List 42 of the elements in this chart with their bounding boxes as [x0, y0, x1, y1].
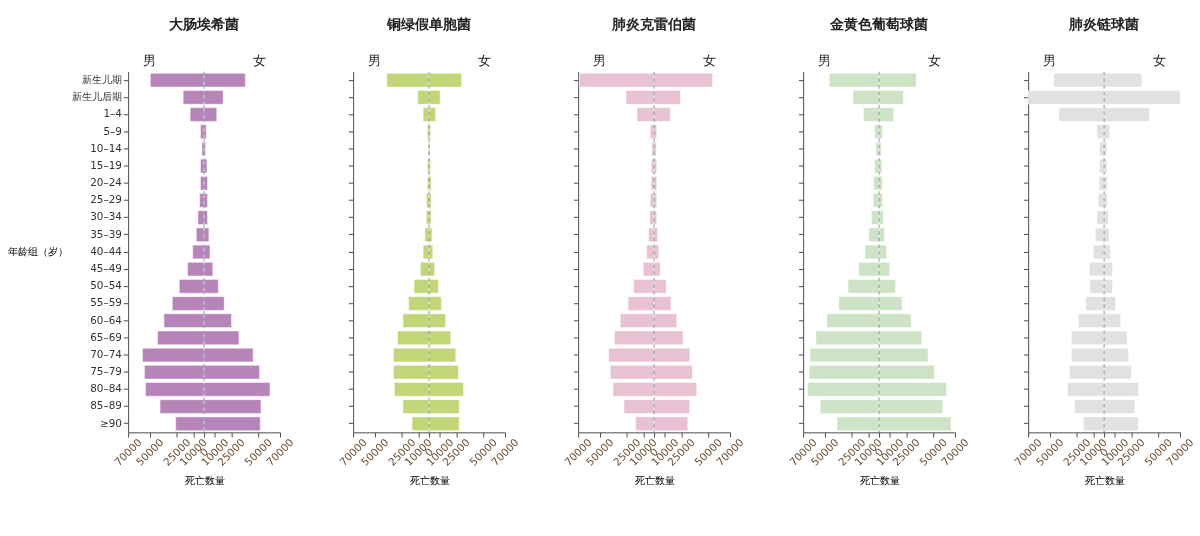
series-label: 女 — [477, 52, 491, 68]
series-label: 女 — [702, 52, 716, 68]
y-tick-label: 5–9 — [103, 124, 122, 137]
series-label: 女 — [927, 52, 941, 68]
y-tick-label: 15–19 — [90, 158, 122, 171]
y-tick-label: ≥90 — [99, 416, 122, 429]
x-axis-title: 死亡数量 — [409, 474, 450, 487]
y-tick-label: 75–79 — [90, 365, 122, 378]
y-tick-label: 70–74 — [90, 347, 123, 360]
y-tick-label: 40–44 — [90, 244, 123, 257]
y-tick-label: 55–59 — [90, 296, 122, 309]
chart-title: 肺炎克雷伯菌 — [611, 15, 697, 32]
y-tick-label: 60–64 — [90, 313, 123, 326]
x-axis-title: 死亡数量 — [1084, 474, 1125, 487]
y-tick-label: 65–69 — [90, 330, 122, 343]
series-label: 男 — [142, 52, 156, 68]
x-axis-title: 死亡数量 — [634, 474, 675, 487]
y-tick-label: 45–49 — [90, 262, 122, 274]
y-tick-label: 85–89 — [90, 399, 122, 412]
y-tick-label: 35–39 — [90, 227, 122, 240]
y-tick-label: 10–14 — [90, 141, 123, 154]
y-tick-label: 1–4 — [103, 107, 123, 120]
series-label: 女 — [1152, 52, 1166, 68]
chart-title: 肺炎链球菌 — [1068, 15, 1140, 32]
series-label: 男 — [367, 52, 381, 68]
chart-title: 大肠埃希菌 — [169, 15, 240, 32]
x-axis-title: 死亡数量 — [859, 474, 900, 487]
series-label: 男 — [1042, 52, 1056, 68]
y-axis-title: 年龄组（岁） — [7, 245, 68, 258]
series-label: 男 — [817, 52, 831, 68]
y-tick-label: 25–29 — [90, 193, 122, 206]
y-tick-label: 80–84 — [90, 382, 123, 395]
series-label: 女 — [252, 52, 266, 68]
chart-title: 铜绿假单胞菌 — [386, 15, 472, 32]
y-tick-label: 30–34 — [90, 210, 123, 223]
y-tick-label: 新生儿后期 — [71, 90, 122, 103]
y-tick-label: 新生儿期 — [81, 73, 122, 86]
y-tick-label: 50–54 — [90, 279, 123, 292]
y-tick-label: 20–24 — [90, 176, 123, 189]
chart-title: 金黄色葡萄球菌 — [829, 15, 929, 32]
series-label: 男 — [592, 52, 606, 68]
x-axis-title: 死亡数量 — [184, 474, 225, 487]
